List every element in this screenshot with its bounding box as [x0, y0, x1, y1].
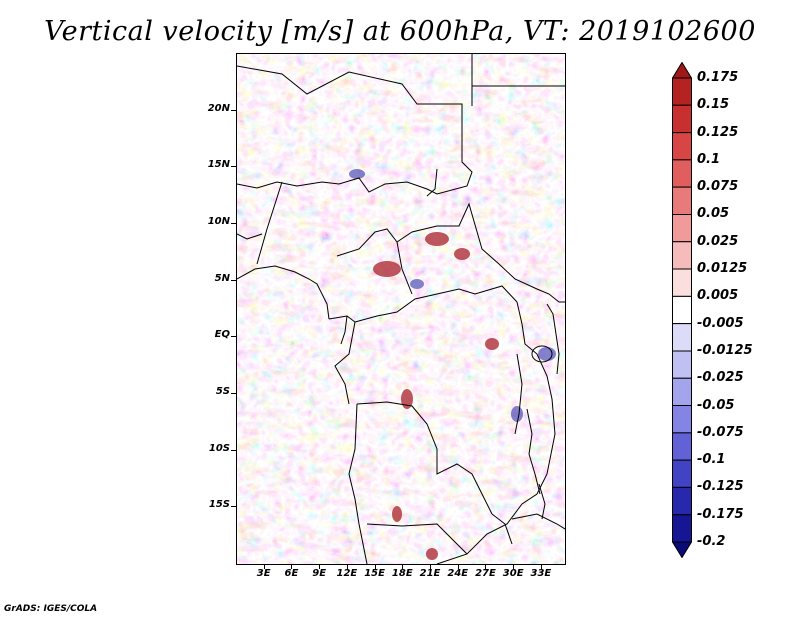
lon-tick — [263, 564, 265, 569]
lat-label: 10S — [208, 442, 230, 454]
lon-label: 18E — [391, 568, 413, 579]
colorbar-segment — [672, 295, 692, 325]
colorbar-label: 0.15 — [697, 97, 730, 113]
colorbar-label: -0.175 — [697, 506, 744, 522]
lon-label: 6E — [284, 568, 299, 579]
lon-tick — [513, 564, 515, 569]
lat-label: 15N — [207, 159, 230, 171]
colorbar-label: -0.005 — [697, 315, 744, 331]
colorbar-label: 0.1 — [697, 151, 721, 167]
colorbar-segment — [672, 350, 692, 379]
lon-tick — [291, 564, 293, 569]
lat-tick — [231, 279, 236, 281]
lon-tick — [319, 564, 321, 569]
grads-credit: GrADS: IGES/COLA — [4, 604, 98, 614]
lon-tick — [346, 564, 348, 569]
lat-tick — [231, 506, 236, 508]
lon-label: 33E — [530, 568, 552, 579]
lat-tick — [231, 336, 236, 338]
lat-label: 5N — [214, 272, 230, 284]
lon-label: 3E — [256, 568, 271, 579]
colorbar-segment — [672, 104, 692, 134]
colorbar-segment — [672, 377, 692, 407]
colorbar-label: -0.025 — [697, 370, 744, 386]
lon-tick — [374, 564, 376, 569]
map-panel — [236, 53, 566, 565]
lat-label: EQ — [214, 329, 230, 341]
colorbar-label: -0.075 — [697, 424, 744, 440]
colorbar-bottom-arrow — [671, 541, 693, 559]
lon-tick — [457, 564, 459, 569]
lat-tick — [231, 393, 236, 394]
colorbar-label: 0.025 — [697, 233, 739, 249]
colorbar-label: -0.125 — [697, 479, 744, 495]
lat-tick — [231, 449, 236, 451]
strong-updraft-cells — [373, 232, 499, 560]
colorbar-scale — [671, 61, 693, 559]
lat-tick — [231, 166, 236, 168]
lon-label: 27E — [475, 568, 496, 579]
lon-tick — [402, 564, 404, 569]
lat-label: 5S — [215, 386, 230, 397]
plot-title: Vertical velocity [m/s] at 600hPa, VT: 2… — [44, 16, 756, 47]
colorbar-segment — [672, 213, 692, 243]
lat-label: 10N — [207, 216, 230, 227]
colorbar-label: -0.0125 — [697, 342, 753, 358]
lakes — [426, 168, 553, 520]
colorbar-segment — [672, 459, 692, 488]
lat-tick — [231, 109, 236, 111]
lon-tick — [485, 564, 487, 569]
colorbar-label: 0.075 — [697, 179, 739, 195]
lon-label: 12E — [336, 568, 358, 579]
colorbar-label: 0.05 — [697, 206, 730, 222]
colorbar-segment — [672, 268, 692, 297]
colorbar-segment — [672, 514, 692, 543]
strong-downdraft-cells — [349, 169, 556, 422]
lon-tick — [540, 564, 542, 569]
vertical-velocity-map — [237, 54, 565, 564]
colorbar-segment — [672, 77, 692, 106]
colorbar-segment — [672, 405, 692, 434]
lon-label: 9E — [312, 568, 327, 579]
colorbar-segment — [672, 323, 692, 352]
colorbar-segment — [672, 132, 692, 161]
colorbar-label: 0.0125 — [697, 261, 748, 277]
colorbar-segment — [672, 486, 692, 516]
colorbar-segment — [672, 241, 692, 270]
lon-label: 24E — [447, 568, 469, 579]
colorbar-label: -0.2 — [697, 534, 726, 549]
colorbar-top-arrow — [671, 61, 693, 79]
colorbar-label: 0.125 — [697, 124, 739, 140]
colorbar-label: -0.05 — [697, 397, 735, 413]
colorbar-label: -0.1 — [697, 452, 726, 468]
colorbar-label: 0.175 — [697, 70, 739, 85]
lon-tick — [430, 564, 432, 569]
lon-label: 15E — [364, 568, 385, 579]
colorbar-segment — [672, 186, 692, 215]
colorbar-segment — [672, 432, 692, 461]
lon-label: 21E — [419, 568, 441, 579]
colorbar — [671, 61, 693, 559]
lat-label: 20N — [207, 102, 230, 114]
lat-label: 15S — [208, 499, 230, 511]
colorbar-segment — [672, 159, 692, 188]
colorbar-label: 0.005 — [697, 288, 739, 304]
lat-tick — [231, 223, 236, 224]
lon-label: 30E — [502, 568, 524, 579]
